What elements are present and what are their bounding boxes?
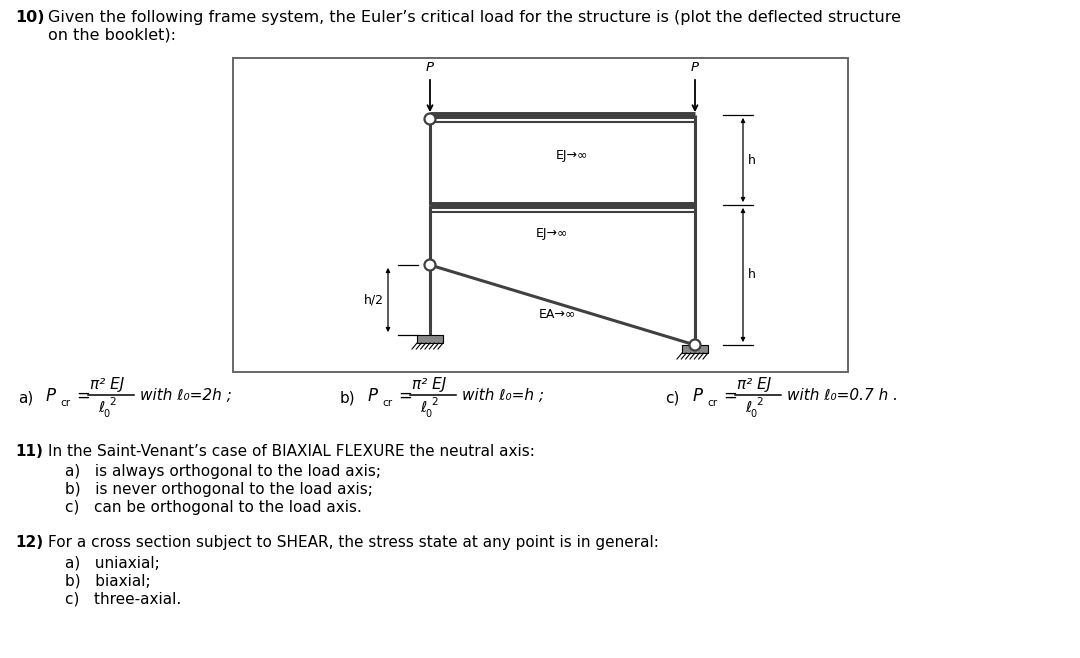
Text: EJ→∞: EJ→∞	[536, 226, 568, 240]
Bar	[417, 335, 443, 343]
Text: c)   three-axial.: c) three-axial.	[65, 591, 181, 606]
Text: cr: cr	[382, 398, 392, 408]
Text: with ℓ₀=2h ;: with ℓ₀=2h ;	[140, 388, 232, 403]
Text: In the Saint-Venant’s case of BIAXIAL FLEXURE the neutral axis:: In the Saint-Venant’s case of BIAXIAL FL…	[48, 444, 535, 459]
Text: =: =	[76, 387, 90, 405]
Text: P: P	[693, 387, 703, 405]
Circle shape	[689, 340, 701, 351]
Text: EA→∞: EA→∞	[538, 309, 576, 322]
Text: h: h	[748, 153, 756, 166]
Text: 0: 0	[426, 409, 431, 419]
Text: 2: 2	[109, 397, 116, 407]
Text: ℓ: ℓ	[745, 399, 752, 415]
Text: a)   is always orthogonal to the load axis;: a) is always orthogonal to the load axis…	[65, 464, 381, 479]
Text: cr: cr	[60, 398, 70, 408]
Text: c)   can be orthogonal to the load axis.: c) can be orthogonal to the load axis.	[65, 500, 362, 515]
Text: 2: 2	[756, 397, 762, 407]
Text: π² EJ: π² EJ	[90, 376, 124, 392]
Text: 2: 2	[431, 397, 437, 407]
Text: 11): 11)	[15, 444, 43, 459]
Text: a): a)	[18, 390, 33, 405]
Text: For a cross section subject to SHEAR, the stress state at any point is in genera: For a cross section subject to SHEAR, th…	[48, 535, 659, 550]
Text: 0: 0	[103, 409, 109, 419]
Bar	[681, 345, 708, 353]
Text: =: =	[723, 387, 737, 405]
Text: h/2: h/2	[364, 293, 384, 307]
Text: 10): 10)	[15, 10, 44, 25]
Text: P: P	[368, 387, 378, 405]
Text: h: h	[748, 268, 756, 282]
Text: P: P	[691, 61, 699, 74]
Text: c): c)	[665, 390, 679, 405]
Text: 12): 12)	[15, 535, 43, 550]
Text: =: =	[399, 387, 411, 405]
Text: ℓ: ℓ	[420, 399, 427, 415]
Text: 0: 0	[750, 409, 756, 419]
Bar	[233, 58, 848, 372]
Text: ℓ: ℓ	[98, 399, 105, 415]
Text: b)   is never orthogonal to the load axis;: b) is never orthogonal to the load axis;	[65, 482, 373, 497]
Circle shape	[424, 259, 435, 270]
Text: with ℓ₀=h ;: with ℓ₀=h ;	[462, 388, 544, 403]
Circle shape	[424, 113, 435, 124]
Text: with ℓ₀=0.7 h .: with ℓ₀=0.7 h .	[787, 388, 897, 403]
Text: P: P	[46, 387, 56, 405]
Text: b): b)	[340, 390, 355, 405]
Text: EJ→∞: EJ→∞	[556, 149, 589, 163]
Text: π² EJ: π² EJ	[411, 376, 446, 392]
Text: a)   uniaxial;: a) uniaxial;	[65, 555, 160, 570]
Text: on the booklet):: on the booklet):	[48, 27, 176, 42]
Text: π² EJ: π² EJ	[737, 376, 771, 392]
Text: P: P	[426, 61, 434, 74]
Text: cr: cr	[707, 398, 717, 408]
Text: b)   biaxial;: b) biaxial;	[65, 573, 150, 588]
Text: Given the following frame system, the Euler’s critical load for the structure is: Given the following frame system, the Eu…	[48, 10, 901, 25]
